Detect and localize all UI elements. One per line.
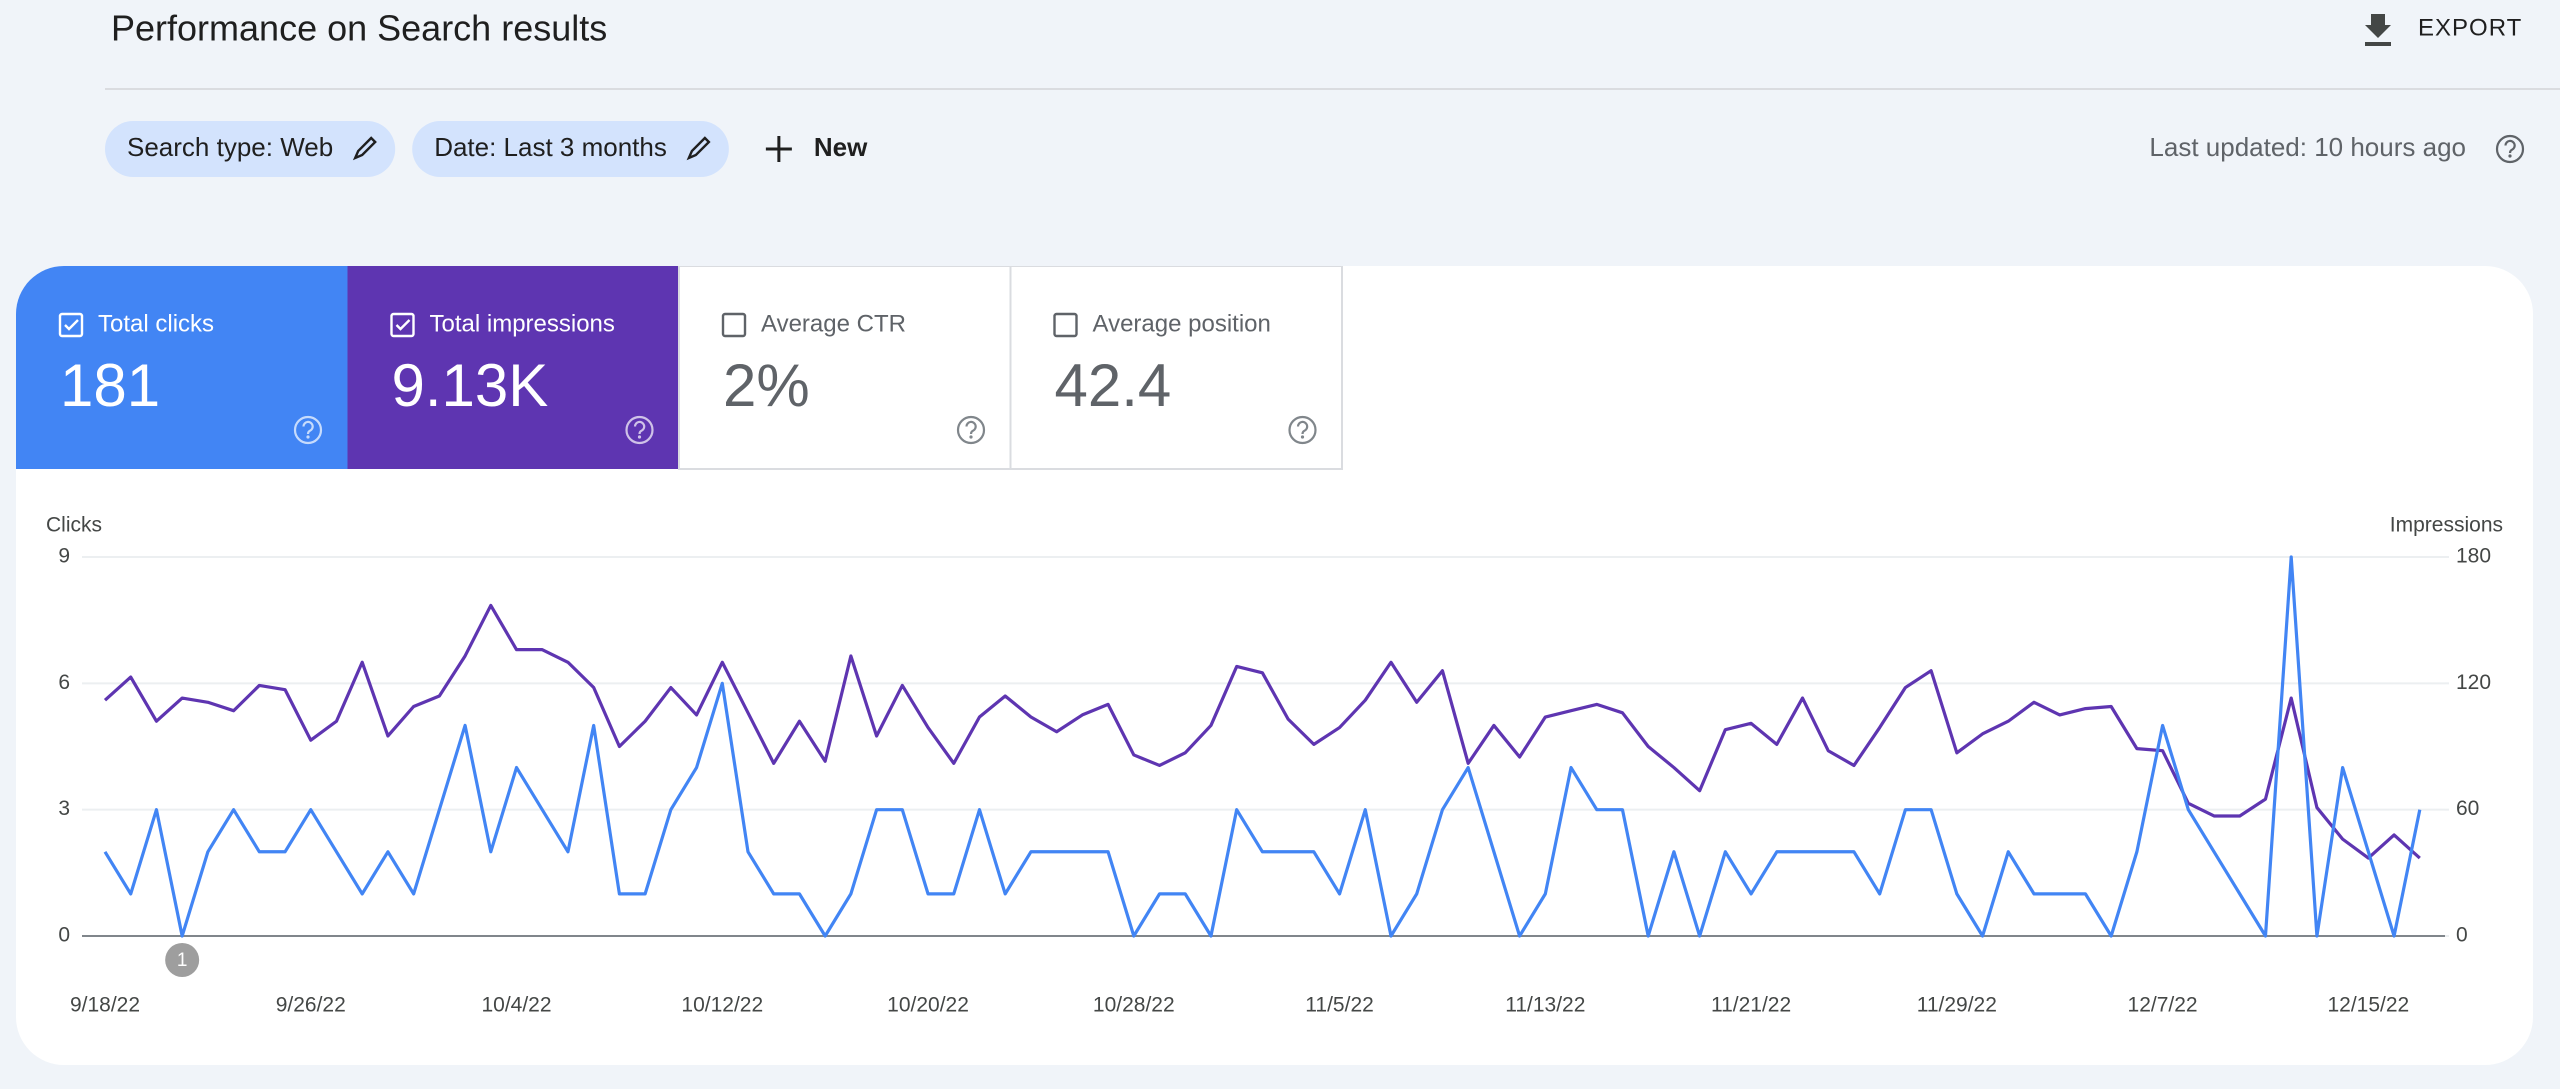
x-tick-label: 10/20/22 (887, 994, 969, 1017)
help-dot (969, 435, 973, 439)
y2-tick-label: 180 (2456, 545, 2491, 568)
edit-icon (686, 136, 711, 161)
y-tick-label: 6 (58, 671, 70, 694)
metric-card[interactable]: Average position 42.4 (1009, 266, 1343, 470)
help-icon[interactable] (625, 415, 654, 445)
x-tick-label: 11/29/22 (1917, 994, 1997, 1017)
checkbox[interactable] (1053, 312, 1078, 338)
metric-value: 2% (723, 352, 810, 419)
new-filter[interactable]: New (814, 132, 868, 162)
help-mark (1296, 420, 1309, 435)
help-dot (1300, 435, 1305, 439)
metric-value: 9.13K (392, 352, 549, 419)
x-tick-label: 10/12/22 (681, 994, 763, 1017)
help-icon[interactable] (2495, 134, 2525, 164)
chip-bg (412, 121, 729, 177)
metric-card[interactable]: Average CTR 2% (678, 266, 1012, 470)
help-dot (306, 435, 310, 439)
y2-axis-title: Impressions (2390, 514, 2503, 537)
help-mark (2504, 139, 2516, 154)
help-icon[interactable] (956, 415, 986, 445)
plus-icon[interactable] (765, 136, 792, 162)
x-tick-label: 12/15/22 (2327, 994, 2409, 1017)
y2-tick-label: 0 (2456, 924, 2468, 947)
x-tick-label: 11/13/22 (1505, 994, 1585, 1017)
help-icon[interactable] (293, 415, 323, 445)
metric-cards: Total clicks 181 Total impressions 9.13K Ave… (16, 266, 1343, 470)
metric-card[interactable]: Total clicks 181 (16, 266, 348, 469)
x-tick-label: 11/5/22 (1305, 994, 1374, 1017)
help-dot (2508, 154, 2512, 158)
x-tick-label: 9/18/22 (70, 994, 140, 1017)
x-tick-label: 9/26/22 (276, 994, 346, 1017)
annotation-marker[interactable] (165, 943, 200, 977)
y2-tick-label: 120 (2456, 671, 2491, 694)
y-tick-label: 0 (58, 924, 70, 947)
annotation-label: 1 (177, 950, 188, 971)
metric-label: Total clicks (98, 310, 214, 337)
help-mark (965, 420, 977, 435)
checkmark (64, 319, 79, 331)
edit-icon (352, 136, 377, 161)
last-updated: Last updated: 10 hours ago (2149, 132, 2466, 162)
x-tick-label: 10/4/22 (481, 994, 551, 1017)
help-circle (293, 415, 323, 445)
export-button[interactable]: EXPORT (2418, 14, 2522, 41)
x-tick-label: 11/21/22 (1711, 994, 1791, 1017)
y-tick-label: 9 (58, 545, 70, 568)
filter-bar: Search type: Web Date: Last 3 months New (105, 121, 868, 177)
card-bg (678, 266, 1012, 470)
help-icon[interactable] (1288, 415, 1317, 445)
checkbox[interactable] (58, 312, 84, 338)
filter-chip[interactable]: Date: Last 3 months (412, 121, 729, 177)
series-line (103, 603, 2421, 860)
series-line (103, 555, 2422, 938)
y-tick-label: 3 (58, 797, 70, 820)
metric-label: Average position (1093, 310, 1271, 337)
chart: Clicks Impressions 0 3 6 9 0 60 120 180 9/18/22 9/2… (46, 514, 2503, 1017)
filter-chip[interactable]: Search type: Web (105, 121, 396, 177)
help-circle (956, 415, 986, 445)
card-bg (1009, 266, 1343, 470)
help-circle (2495, 134, 2525, 164)
chip-label: Search type: Web (127, 132, 333, 162)
metric-value: 181 (60, 352, 160, 419)
help-circle (625, 415, 654, 445)
y2-tick-label: 60 (2456, 797, 2479, 820)
help-mark (633, 420, 646, 435)
metric-label: Average CTR (761, 310, 906, 337)
x-tick-label: 12/7/22 (2128, 994, 2198, 1017)
card-bg (16, 266, 348, 469)
metric-card[interactable]: Total impressions 9.13K (347, 266, 680, 469)
y-axis-title: Clicks (46, 514, 102, 537)
chip-bg (105, 121, 396, 177)
help-mark (302, 420, 314, 435)
card-bg (347, 266, 679, 469)
metric-label: Total impressions (430, 310, 615, 337)
page-title: Performance on Search results (111, 8, 607, 49)
checkbox[interactable] (390, 312, 415, 338)
help-circle (1288, 415, 1317, 445)
export-icon[interactable] (2365, 14, 2391, 46)
chip-label: Date: Last 3 months (434, 132, 667, 162)
x-tick-label: 10/28/22 (1093, 994, 1175, 1017)
checkmark (395, 319, 411, 331)
metric-value: 42.4 (1055, 352, 1172, 419)
help-dot (637, 435, 642, 439)
checkbox[interactable] (721, 312, 747, 338)
